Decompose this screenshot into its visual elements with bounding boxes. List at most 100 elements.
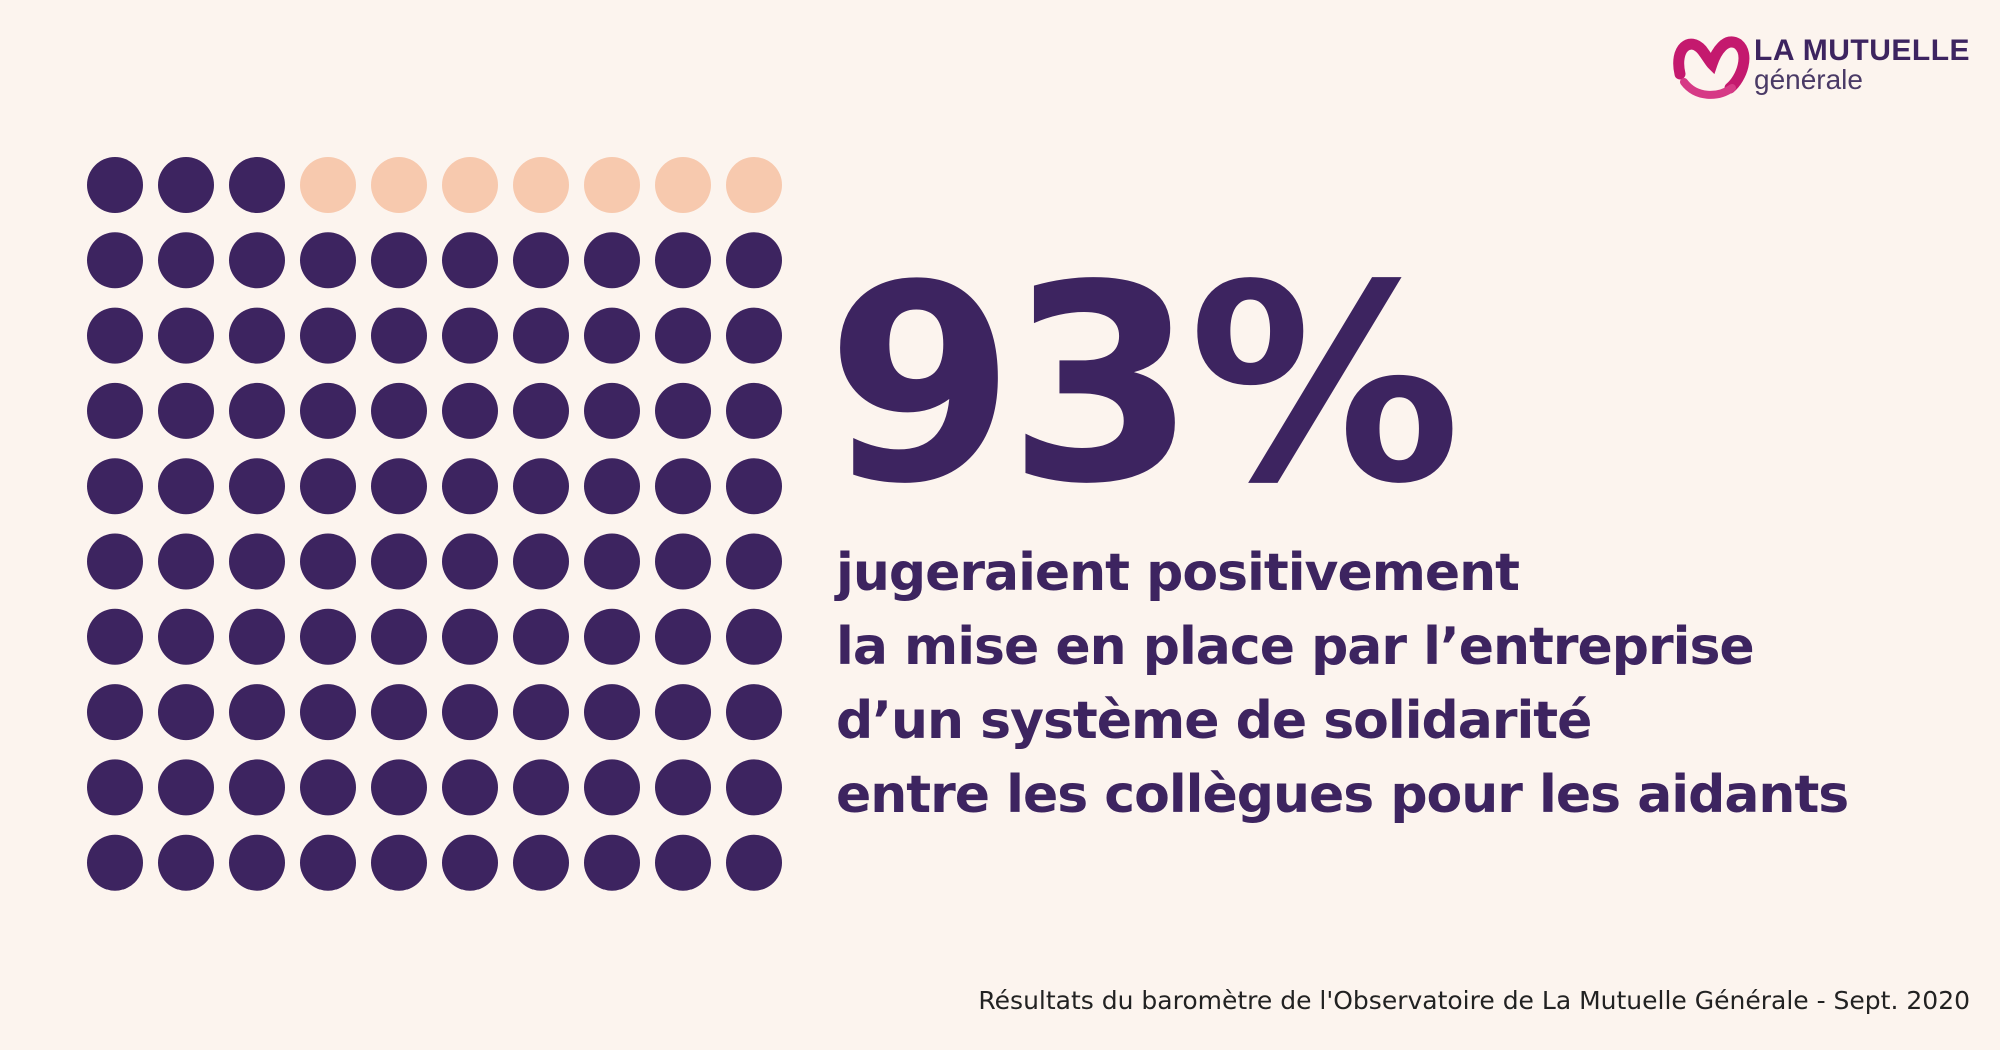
waffle-dot-highlighted bbox=[655, 382, 711, 439]
waffle-dot-highlighted bbox=[229, 608, 285, 665]
waffle-dot-highlighted bbox=[726, 533, 782, 590]
waffle-dot-highlighted bbox=[300, 684, 356, 741]
waffle-dot-highlighted bbox=[158, 232, 214, 289]
description-line: d’un système de solidarité bbox=[836, 691, 1592, 751]
source-footnote: Résultats du baromètre de l'Observatoire… bbox=[978, 986, 1970, 1015]
waffle-dot-highlighted bbox=[655, 458, 711, 515]
waffle-dot-highlighted bbox=[300, 533, 356, 590]
waffle-dot-highlighted bbox=[229, 834, 285, 891]
waffle-dot-highlighted bbox=[158, 382, 214, 439]
waffle-dot-highlighted bbox=[513, 307, 569, 364]
waffle-dot-highlighted bbox=[229, 533, 285, 590]
logo-line2: générale bbox=[1754, 64, 1863, 95]
description-line: entre les collègues pour les aidants bbox=[836, 765, 1849, 825]
waffle-dot-highlighted bbox=[513, 458, 569, 515]
waffle-dot-highlighted bbox=[726, 232, 782, 289]
waffle-dot-highlighted bbox=[442, 759, 498, 816]
waffle-dot-remainder bbox=[442, 157, 498, 213]
waffle-dot-highlighted bbox=[87, 608, 143, 665]
waffle-dot-highlighted bbox=[300, 458, 356, 515]
waffle-dot-highlighted bbox=[87, 307, 143, 364]
waffle-dot-highlighted bbox=[158, 759, 214, 816]
waffle-dot-highlighted bbox=[300, 232, 356, 289]
waffle-dot-highlighted bbox=[158, 684, 214, 741]
logo-line1: LA MUTUELLE bbox=[1754, 34, 1971, 67]
waffle-dot-highlighted bbox=[655, 232, 711, 289]
waffle-dot-highlighted bbox=[655, 684, 711, 741]
waffle-dot-highlighted bbox=[300, 307, 356, 364]
waffle-dot-highlighted bbox=[371, 759, 427, 816]
waffle-dot-highlighted bbox=[87, 684, 143, 741]
waffle-dot-highlighted bbox=[158, 307, 214, 364]
waffle-dot-highlighted bbox=[158, 533, 214, 590]
waffle-dot-highlighted bbox=[513, 533, 569, 590]
waffle-dot-remainder bbox=[726, 157, 782, 213]
waffle-dot-highlighted bbox=[229, 458, 285, 515]
waffle-dot-highlighted bbox=[442, 834, 498, 891]
description-line: jugeraient positivement bbox=[836, 543, 1520, 603]
waffle-dot-highlighted bbox=[726, 834, 782, 891]
waffle-dot-highlighted bbox=[584, 608, 640, 665]
waffle-dot-highlighted bbox=[371, 458, 427, 515]
waffle-chart bbox=[87, 157, 782, 891]
waffle-dot-highlighted bbox=[229, 382, 285, 439]
waffle-dot-highlighted bbox=[442, 382, 498, 439]
waffle-dot-highlighted bbox=[229, 157, 285, 213]
waffle-dot-highlighted bbox=[371, 382, 427, 439]
waffle-dot-highlighted bbox=[584, 684, 640, 741]
waffle-dot-highlighted bbox=[584, 382, 640, 439]
waffle-dot-highlighted bbox=[87, 533, 143, 590]
waffle-dot-highlighted bbox=[726, 382, 782, 439]
waffle-dot-highlighted bbox=[87, 382, 143, 439]
waffle-dot-remainder bbox=[371, 157, 427, 213]
waffle-dot-highlighted bbox=[726, 759, 782, 816]
waffle-dot-highlighted bbox=[229, 684, 285, 741]
waffle-dot-highlighted bbox=[655, 533, 711, 590]
waffle-dot-highlighted bbox=[371, 307, 427, 364]
waffle-dot-highlighted bbox=[229, 232, 285, 289]
waffle-dot-highlighted bbox=[584, 759, 640, 816]
waffle-dot-highlighted bbox=[87, 232, 143, 289]
waffle-dot-highlighted bbox=[584, 232, 640, 289]
waffle-dot-highlighted bbox=[87, 834, 143, 891]
waffle-dot-remainder bbox=[655, 157, 711, 213]
waffle-dot-highlighted bbox=[371, 232, 427, 289]
waffle-dot-remainder bbox=[513, 157, 569, 213]
waffle-dot-highlighted bbox=[584, 307, 640, 364]
waffle-dot-highlighted bbox=[442, 458, 498, 515]
waffle-dot-highlighted bbox=[442, 307, 498, 364]
waffle-dot-highlighted bbox=[87, 759, 143, 816]
waffle-dot-highlighted bbox=[158, 458, 214, 515]
waffle-dot-highlighted bbox=[513, 684, 569, 741]
waffle-dot-highlighted bbox=[584, 834, 640, 891]
waffle-dot-highlighted bbox=[371, 608, 427, 665]
description-line: la mise en place par l’entreprise bbox=[836, 617, 1755, 677]
waffle-dot-highlighted bbox=[158, 608, 214, 665]
waffle-dot-highlighted bbox=[726, 608, 782, 665]
waffle-dot-highlighted bbox=[87, 458, 143, 515]
logo: LA MUTUELLE générale bbox=[1672, 28, 1972, 100]
waffle-dot-highlighted bbox=[584, 533, 640, 590]
waffle-dot-highlighted bbox=[584, 458, 640, 515]
waffle-dot-highlighted bbox=[158, 157, 214, 213]
waffle-dot-highlighted bbox=[229, 307, 285, 364]
logo-m-icon bbox=[1673, 36, 1750, 99]
waffle-dot-highlighted bbox=[87, 157, 143, 213]
waffle-dot-highlighted bbox=[371, 684, 427, 741]
waffle-dot-remainder bbox=[300, 157, 356, 213]
waffle-dot-highlighted bbox=[300, 382, 356, 439]
waffle-dot-highlighted bbox=[158, 834, 214, 891]
waffle-dot-highlighted bbox=[442, 533, 498, 590]
waffle-dot-highlighted bbox=[655, 759, 711, 816]
description: jugeraient positivement la mise en place… bbox=[836, 536, 1849, 832]
waffle-dot-highlighted bbox=[655, 307, 711, 364]
waffle-dot-highlighted bbox=[300, 834, 356, 891]
waffle-dot-highlighted bbox=[300, 608, 356, 665]
waffle-dot-highlighted bbox=[371, 533, 427, 590]
waffle-dot-highlighted bbox=[726, 307, 782, 364]
headline-percentage: 93% bbox=[826, 228, 1461, 544]
waffle-dot-highlighted bbox=[371, 834, 427, 891]
waffle-dot-highlighted bbox=[655, 834, 711, 891]
waffle-dot-highlighted bbox=[513, 232, 569, 289]
waffle-dot-highlighted bbox=[655, 608, 711, 665]
